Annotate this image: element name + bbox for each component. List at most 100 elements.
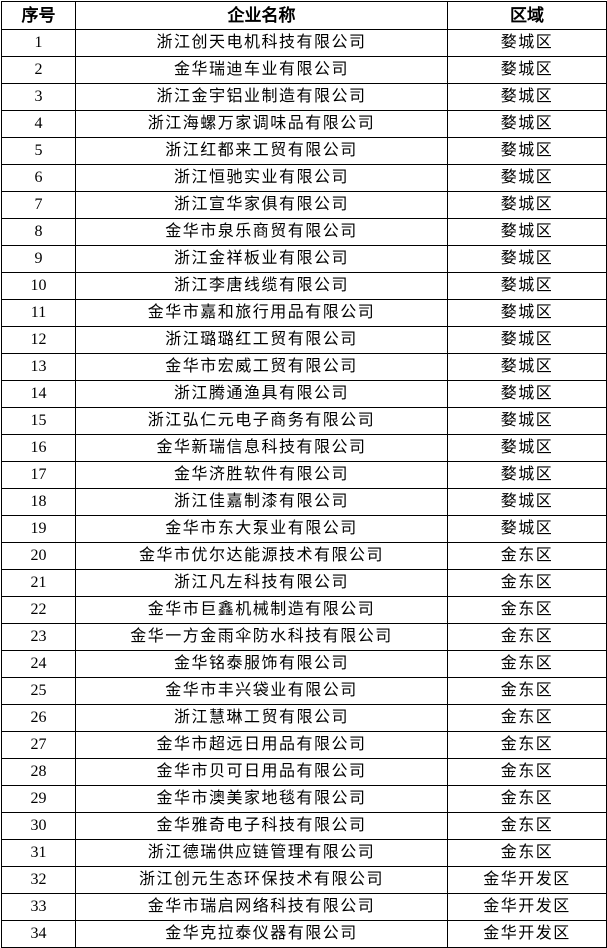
row-index: 16: [1, 434, 76, 462]
region: 金东区: [447, 542, 607, 570]
region: 婺城区: [447, 488, 607, 516]
company-name: 金华克拉泰仪器有限公司: [75, 920, 448, 948]
row-index: 28: [1, 758, 76, 786]
table-row: 24 金华铭泰服饰有限公司 金东区: [1, 650, 607, 678]
company-name: 金华一方金雨伞防水科技有限公司: [75, 623, 448, 651]
company-name: 浙江佳嘉制漆有限公司: [75, 488, 448, 516]
row-index: 11: [1, 299, 76, 327]
table-row: 17 金华济胜软件有限公司 婺城区: [1, 461, 607, 489]
company-name: 金华雅奇电子科技有限公司: [75, 812, 448, 840]
row-index: 2: [1, 56, 76, 84]
row-index: 7: [1, 191, 76, 219]
region: 金华开发区: [447, 920, 607, 948]
company-name: 浙江创元生态环保技术有限公司: [75, 866, 448, 894]
region: 婺城区: [447, 461, 607, 489]
row-index: 12: [1, 326, 76, 354]
table-row: 32 浙江创元生态环保技术有限公司 金华开发区: [1, 866, 607, 894]
row-index: 8: [1, 218, 76, 246]
company-name: 金华市瑞启网络科技有限公司: [75, 893, 448, 921]
row-index: 29: [1, 785, 76, 813]
table-row: 18 浙江佳嘉制漆有限公司 婺城区: [1, 488, 607, 516]
region: 金东区: [447, 839, 607, 867]
region: 婺城区: [447, 245, 607, 273]
table-row: 6 浙江恒驰实业有限公司 婺城区: [1, 164, 607, 192]
row-index: 33: [1, 893, 76, 921]
row-index: 19: [1, 515, 76, 543]
company-name: 金华市丰兴袋业有限公司: [75, 677, 448, 705]
table-row: 12 浙江璐璐红工贸有限公司 婺城区: [1, 326, 607, 354]
row-index: 10: [1, 272, 76, 300]
region: 金华开发区: [447, 893, 607, 921]
company-name: 金华市超远日用品有限公司: [75, 731, 448, 759]
company-name: 金华新瑞信息科技有限公司: [75, 434, 448, 462]
row-index: 6: [1, 164, 76, 192]
table-row: 1 浙江创天电机科技有限公司 婺城区: [1, 29, 607, 57]
table-row: 25 金华市丰兴袋业有限公司 金东区: [1, 677, 607, 705]
table-row: 15 浙江弘仁元电子商务有限公司 婺城区: [1, 407, 607, 435]
company-name: 金华市嘉和旅行用品有限公司: [75, 299, 448, 327]
table-row: 7 浙江宣华家俱有限公司 婺城区: [1, 191, 607, 219]
row-index: 25: [1, 677, 76, 705]
company-name: 浙江宣华家俱有限公司: [75, 191, 448, 219]
company-name: 金华济胜软件有限公司: [75, 461, 448, 489]
region: 婺城区: [447, 515, 607, 543]
company-name: 浙江慧琳工贸有限公司: [75, 704, 448, 732]
region: 金东区: [447, 731, 607, 759]
row-index: 23: [1, 623, 76, 651]
region: 金东区: [447, 623, 607, 651]
region: 婺城区: [447, 272, 607, 300]
table-row: 2 金华瑞迪车业有限公司 婺城区: [1, 56, 607, 84]
company-name: 金华市宏威工贸有限公司: [75, 353, 448, 381]
row-index: 4: [1, 110, 76, 138]
table-row: 30 金华雅奇电子科技有限公司 金东区: [1, 812, 607, 840]
region: 婺城区: [447, 56, 607, 84]
table-row: 29 金华市澳美家地毯有限公司 金东区: [1, 785, 607, 813]
company-name: 金华市泉乐商贸有限公司: [75, 218, 448, 246]
row-index: 31: [1, 839, 76, 867]
region: 婺城区: [447, 299, 607, 327]
header-company-name: 企业名称: [75, 1, 448, 30]
row-index: 13: [1, 353, 76, 381]
row-index: 5: [1, 137, 76, 165]
row-index: 30: [1, 812, 76, 840]
company-name: 浙江创天电机科技有限公司: [75, 29, 448, 57]
company-name: 金华市贝可日用品有限公司: [75, 758, 448, 786]
company-name: 浙江李唐线缆有限公司: [75, 272, 448, 300]
company-name: 浙江海螺万家调味品有限公司: [75, 110, 448, 138]
table-row: 21 浙江凡左科技有限公司 金东区: [1, 569, 607, 597]
company-name: 浙江金宇铝业制造有限公司: [75, 83, 448, 111]
region: 金东区: [447, 677, 607, 705]
table-row: 16 金华新瑞信息科技有限公司 婺城区: [1, 434, 607, 462]
row-index: 17: [1, 461, 76, 489]
table-row: 4 浙江海螺万家调味品有限公司 婺城区: [1, 110, 607, 138]
table-row: 33 金华市瑞启网络科技有限公司 金华开发区: [1, 893, 607, 921]
company-name: 金华市澳美家地毯有限公司: [75, 785, 448, 813]
region: 婺城区: [447, 83, 607, 111]
table-row: 11 金华市嘉和旅行用品有限公司 婺城区: [1, 299, 607, 327]
table-row: 10 浙江李唐线缆有限公司 婺城区: [1, 272, 607, 300]
company-name: 浙江凡左科技有限公司: [75, 569, 448, 597]
region: 婺城区: [447, 29, 607, 57]
region: 婺城区: [447, 191, 607, 219]
region: 金东区: [447, 704, 607, 732]
table-row: 14 浙江腾通渔具有限公司 婺城区: [1, 380, 607, 408]
region: 婺城区: [447, 380, 607, 408]
region: 婺城区: [447, 137, 607, 165]
table-row: 8 金华市泉乐商贸有限公司 婺城区: [1, 218, 607, 246]
region: 婺城区: [447, 326, 607, 354]
row-index: 24: [1, 650, 76, 678]
region: 金东区: [447, 650, 607, 678]
header-region: 区域: [447, 1, 607, 30]
table-row: 19 金华市东大泵业有限公司 婺城区: [1, 515, 607, 543]
region: 金东区: [447, 596, 607, 624]
table-row: 31 浙江德瑞供应链管理有限公司 金东区: [1, 839, 607, 867]
row-index: 3: [1, 83, 76, 111]
region: 金东区: [447, 569, 607, 597]
header-row: 序号 企业名称 区域: [1, 1, 607, 30]
table-row: 9 浙江金祥板业有限公司 婺城区: [1, 245, 607, 273]
region: 婺城区: [447, 110, 607, 138]
company-name: 浙江腾通渔具有限公司: [75, 380, 448, 408]
table-row: 26 浙江慧琳工贸有限公司 金东区: [1, 704, 607, 732]
table-row: 20 金华市优尔达能源技术有限公司 金东区: [1, 542, 607, 570]
